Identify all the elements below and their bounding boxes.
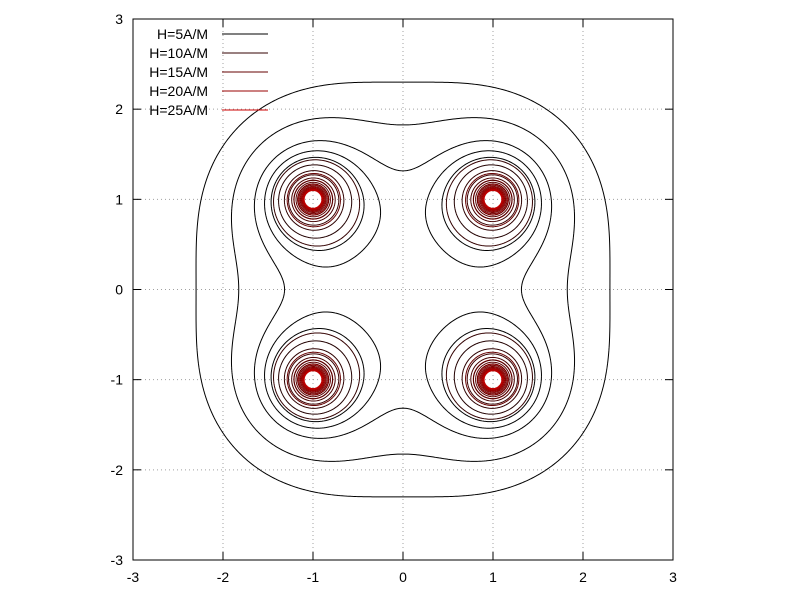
contour-line [230, 117, 576, 462]
contour-line [300, 186, 506, 393]
legend-label: H=5A/M [157, 26, 208, 42]
x-tick-label: 2 [579, 569, 587, 585]
contour-line [270, 156, 536, 423]
contour-line [301, 187, 505, 392]
y-tick-labels: -3 -2 -1 0 1 2 3 [111, 11, 124, 568]
contour-line [253, 140, 553, 439]
x-tick-label: 1 [489, 569, 497, 585]
axis-ticks [132, 18, 674, 561]
y-tick-label: -2 [111, 462, 124, 478]
contour-line [299, 185, 507, 394]
contour-line [286, 172, 520, 407]
y-tick-label: 1 [115, 191, 123, 207]
contour-line [273, 159, 533, 420]
legend: H=5A/M H=10A/M H=15A/M H=20A/M H=25A/M [149, 26, 268, 118]
y-tick-label: 0 [115, 282, 123, 298]
contour-line [298, 184, 508, 395]
contour-line [195, 81, 611, 498]
x-tick-label: 3 [669, 569, 677, 585]
y-tick-label: 2 [115, 101, 123, 117]
contour-line [301, 188, 505, 391]
y-tick-label: -3 [111, 552, 124, 568]
contour-line [295, 181, 511, 398]
y-tick-label: 3 [115, 11, 123, 27]
contour-line [302, 188, 504, 391]
contour-line [264, 150, 542, 429]
x-tick-label: 0 [399, 569, 407, 585]
legend-label: H=15A/M [149, 64, 208, 80]
contour-line [291, 177, 515, 402]
y-tick-label: -1 [111, 372, 124, 388]
contour-line [288, 174, 518, 405]
contour-line [278, 164, 528, 415]
legend-label: H=10A/M [149, 45, 208, 61]
grid-lines [133, 19, 673, 560]
x-tick-label: -1 [307, 569, 320, 585]
legend-label: H=20A/M [149, 83, 208, 99]
legend-label: H=25A/M [149, 102, 208, 118]
x-tick-label: -3 [127, 569, 140, 585]
contour-line [293, 179, 513, 400]
contour-line [303, 189, 503, 390]
contour-line [283, 170, 523, 409]
x-tick-label: -2 [217, 569, 230, 585]
contour-line [297, 183, 509, 396]
contour-lines [195, 81, 611, 498]
x-tick-labels: -3 -2 -1 0 1 2 3 [127, 569, 677, 585]
